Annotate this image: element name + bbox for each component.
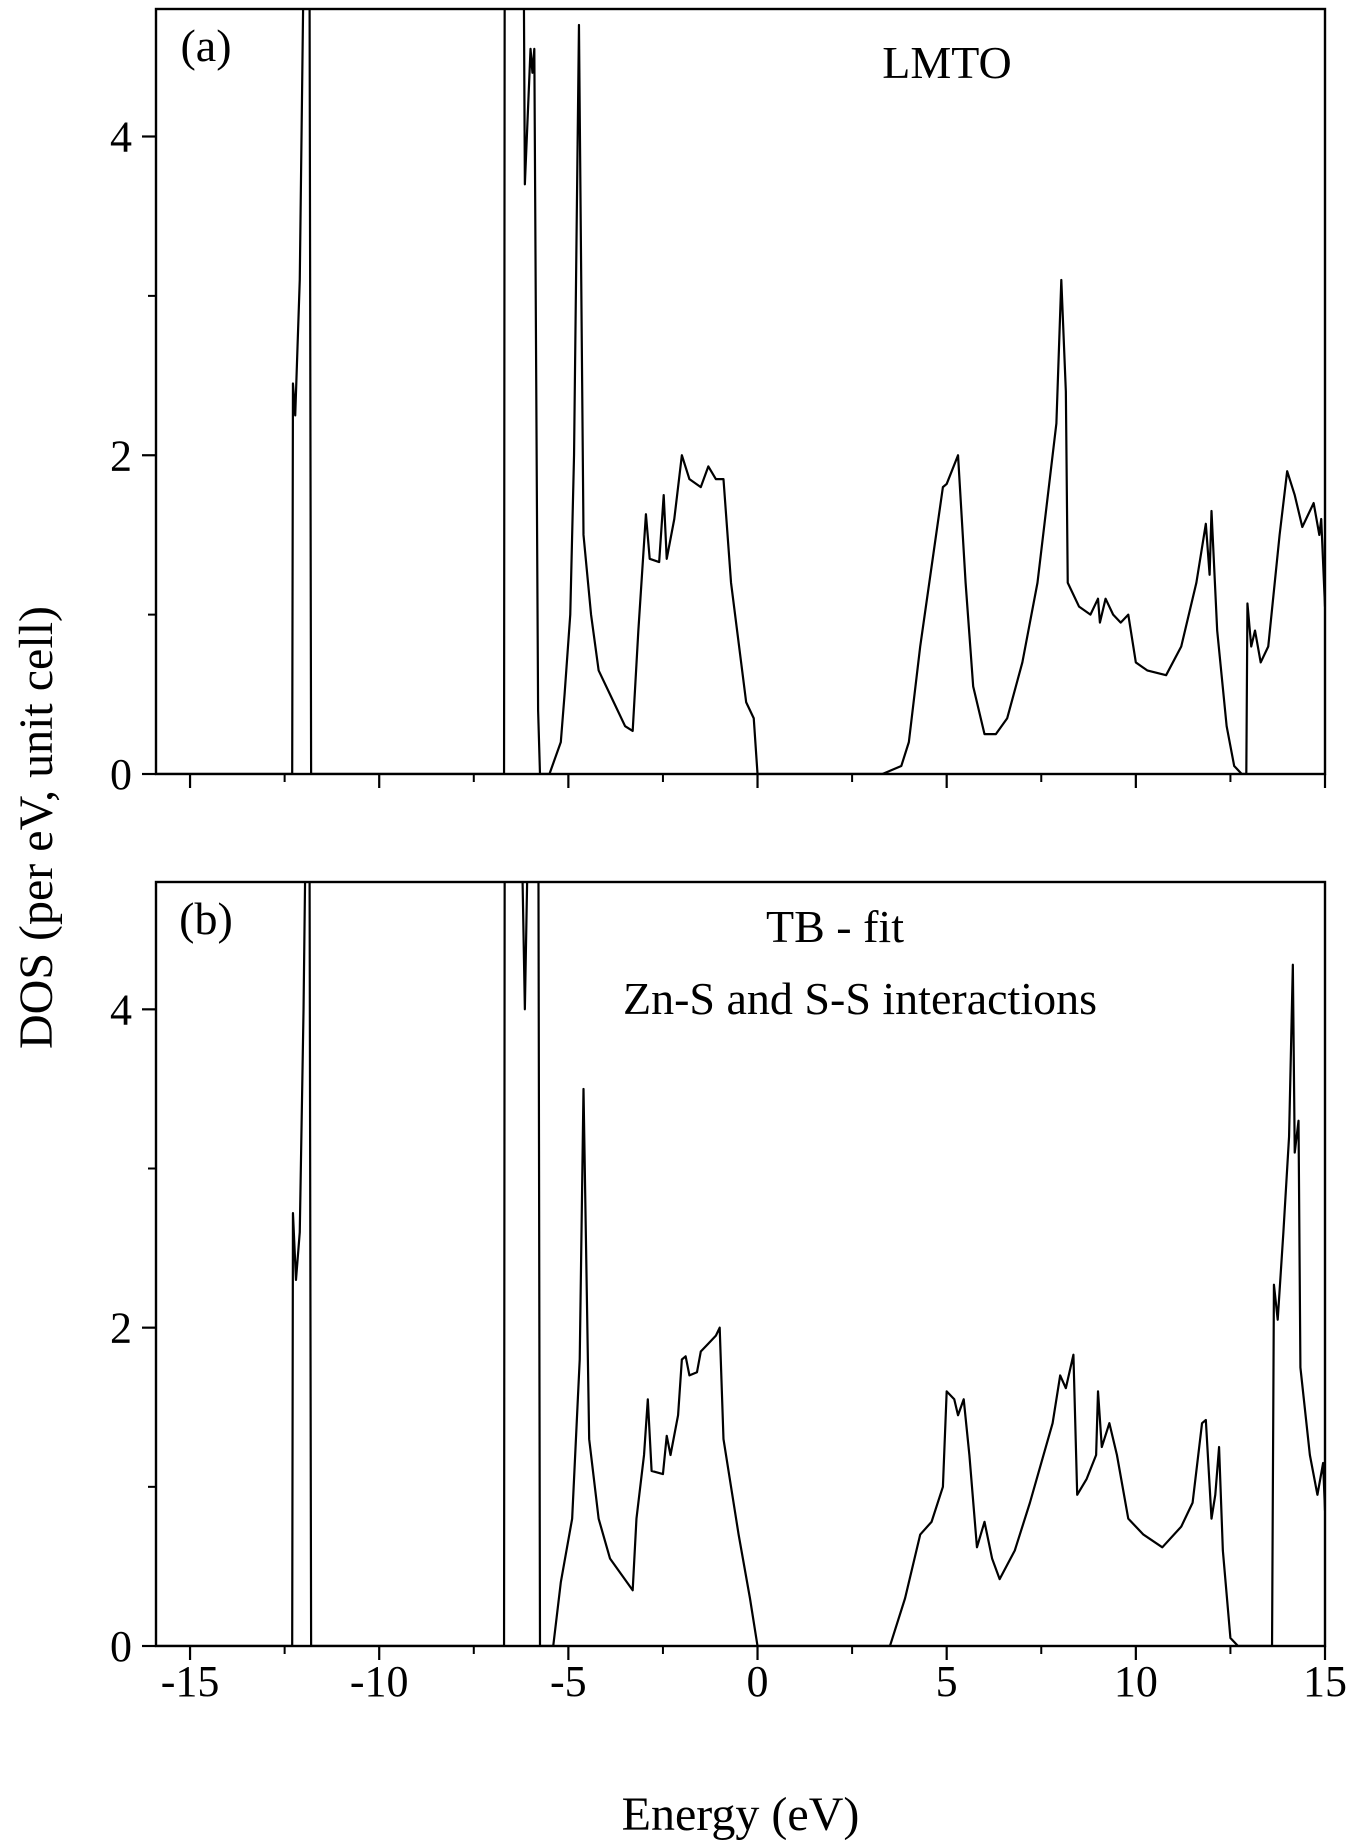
dos-line	[156, 9, 1325, 774]
plot-frame	[154, 880, 1327, 1648]
series-group	[156, 882, 1325, 1646]
x-tick-label: -10	[350, 1657, 409, 1706]
y-tick-label: 0	[110, 750, 132, 799]
annotation: LMTO	[882, 37, 1012, 88]
y-tick-label: 4	[110, 985, 132, 1034]
panel-label: (b)	[179, 893, 233, 944]
x-tick-label: 0	[747, 1657, 769, 1706]
plot-frame	[154, 7, 1327, 776]
annotation: Zn-S and S-S interactions	[623, 973, 1097, 1024]
series-group	[156, 9, 1325, 774]
dos-line	[156, 882, 1325, 1646]
y-tick-label: 2	[110, 431, 132, 480]
y-tick-label: 4	[110, 113, 132, 162]
x-tick-label: 5	[936, 1657, 958, 1706]
x-tick-label: -15	[161, 1657, 220, 1706]
annotation: TB - fit	[766, 901, 904, 952]
y-tick-label: 2	[110, 1304, 132, 1353]
x-tick-label: 10	[1114, 1657, 1158, 1706]
x-tick-label: 15	[1303, 1657, 1347, 1706]
panel-label: (a)	[180, 20, 231, 71]
x-axis-title: Energy (eV)	[622, 1788, 860, 1840]
y-tick-label: 0	[110, 1622, 132, 1671]
x-tick-label: -5	[550, 1657, 587, 1706]
y-axis-title: DOS (per eV, unit cell)	[10, 606, 63, 1049]
